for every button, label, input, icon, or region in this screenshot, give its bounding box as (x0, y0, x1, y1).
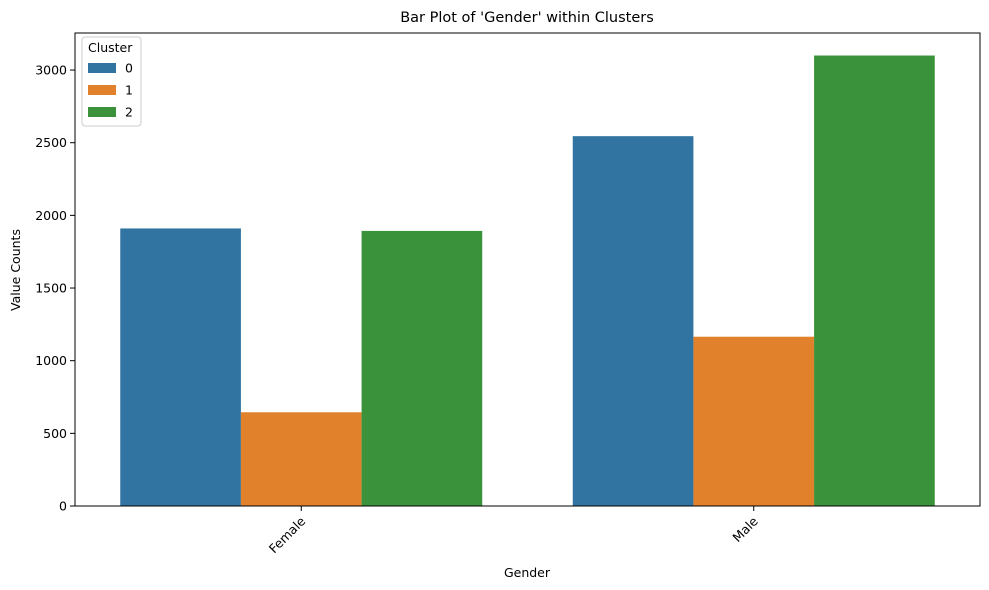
y-tick-label: 1000 (35, 353, 67, 368)
bar-male-cluster-1 (693, 336, 815, 506)
legend-swatch-cluster-0 (88, 63, 116, 73)
legend-title: Cluster (88, 40, 133, 55)
bars-group (120, 55, 935, 507)
chart-title: Bar Plot of 'Gender' within Clusters (400, 10, 654, 26)
bar-female-cluster-2 (361, 230, 483, 507)
legend-swatch-cluster-2 (88, 107, 116, 117)
y-tick-label: 2000 (35, 208, 67, 223)
bar-female-cluster-1 (240, 412, 362, 506)
legend-label-cluster-1: 1 (125, 83, 133, 98)
legend-swatch-cluster-1 (88, 85, 116, 95)
y-tick-label: 0 (59, 499, 67, 514)
y-tick-label: 1500 (35, 281, 67, 296)
y-tick-label: 3000 (35, 63, 67, 78)
legend-label-cluster-2: 2 (125, 105, 133, 120)
bar-male-cluster-2 (814, 55, 935, 507)
bar-male-cluster-0 (572, 136, 694, 507)
y-tick-label: 2500 (35, 135, 67, 150)
legend: Cluster 0 1 2 (81, 36, 142, 127)
y-tick-label: 500 (43, 426, 67, 441)
x-axis-label: Gender (504, 565, 551, 580)
bar-female-cluster-0 (120, 228, 241, 506)
plot-frame (74, 32, 981, 507)
legend-label-cluster-0: 0 (125, 61, 133, 76)
y-axis-label: Value Counts (8, 229, 23, 311)
legend-frame (81, 36, 142, 127)
